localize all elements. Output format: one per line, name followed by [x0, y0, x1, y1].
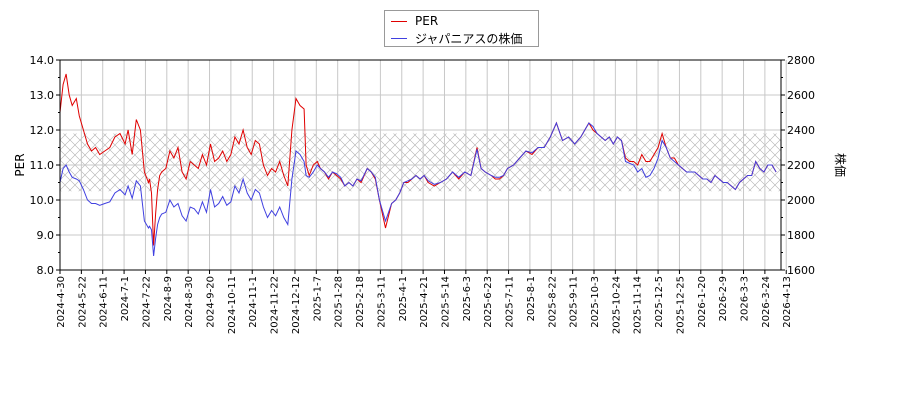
- svg-text:2025-1-7: 2025-1-7: [312, 276, 323, 321]
- chart-legend: PER ジャパニアスの株価: [384, 10, 539, 47]
- svg-text:10.0: 10.0: [30, 194, 55, 207]
- svg-text:2025-11-14: 2025-11-14: [633, 276, 644, 334]
- svg-text:2024-9-20: 2024-9-20: [206, 276, 217, 328]
- svg-text:2024-8-30: 2024-8-30: [184, 276, 195, 328]
- svg-text:2026-1-20: 2026-1-20: [697, 276, 708, 328]
- svg-text:2000: 2000: [787, 194, 815, 207]
- svg-text:8.0: 8.0: [37, 264, 55, 277]
- svg-text:2025-12-5: 2025-12-5: [654, 276, 665, 328]
- svg-text:1600: 1600: [787, 264, 815, 277]
- svg-text:9.0: 9.0: [37, 229, 55, 242]
- svg-text:2024-7-1: 2024-7-1: [120, 276, 131, 321]
- svg-text:2026-3-3: 2026-3-3: [740, 276, 751, 321]
- svg-text:2026-4-13: 2026-4-13: [782, 276, 793, 328]
- legend-item-per: PER: [391, 13, 438, 29]
- svg-text:2024-7-22: 2024-7-22: [141, 276, 152, 328]
- svg-text:2026-2-9: 2026-2-9: [718, 276, 729, 321]
- svg-text:2025-12-25: 2025-12-25: [675, 276, 686, 334]
- svg-text:2024-6-11: 2024-6-11: [99, 276, 110, 328]
- svg-text:2024-8-9: 2024-8-9: [163, 276, 174, 321]
- svg-text:2025-5-14: 2025-5-14: [440, 276, 451, 328]
- svg-text:2025-8-22: 2025-8-22: [547, 276, 558, 328]
- svg-text:11.0: 11.0: [30, 159, 55, 172]
- svg-text:1800: 1800: [787, 229, 815, 242]
- svg-text:13.0: 13.0: [30, 89, 55, 102]
- svg-text:2025-4-1: 2025-4-1: [398, 276, 409, 321]
- svg-text:2024-4-30: 2024-4-30: [56, 276, 67, 328]
- svg-text:14.0: 14.0: [30, 54, 55, 67]
- legend-label-per: PER: [415, 14, 439, 28]
- svg-text:2024-11-22: 2024-11-22: [270, 276, 281, 334]
- svg-text:2025-1-28: 2025-1-28: [334, 276, 345, 328]
- svg-text:2600: 2600: [787, 89, 815, 102]
- grid-lines: [60, 60, 787, 270]
- svg-text:2024-12-12: 2024-12-12: [291, 276, 302, 334]
- svg-text:2400: 2400: [787, 124, 815, 137]
- svg-text:2025-6-3: 2025-6-3: [462, 276, 473, 321]
- series-line: [60, 121, 777, 257]
- data-series: [60, 73, 777, 257]
- svg-text:2025-8-1: 2025-8-1: [526, 276, 537, 321]
- svg-text:2025-7-11: 2025-7-11: [505, 276, 516, 328]
- svg-text:2800: 2800: [787, 54, 815, 67]
- svg-text:12.0: 12.0: [30, 124, 55, 137]
- svg-text:2025-2-18: 2025-2-18: [355, 276, 366, 328]
- x-axis: 2024-4-30 2024-5-22 2024-6-11 2024-7-1 2024-…: [56, 270, 793, 334]
- legend-swatch-red: [391, 20, 407, 22]
- svg-text:2025-6-23: 2025-6-23: [483, 276, 494, 328]
- legend-label-stock-price: ジャパニアスの株価: [415, 31, 523, 46]
- legend-swatch-blue: [391, 37, 407, 39]
- svg-text:2025-3-11: 2025-3-11: [376, 276, 387, 328]
- svg-text:2026-3-24: 2026-3-24: [761, 276, 772, 328]
- svg-text:2024-5-22: 2024-5-22: [77, 276, 88, 328]
- svg-text:2024-11-1: 2024-11-1: [248, 276, 259, 328]
- left-axis-label: PER: [13, 153, 27, 176]
- right-axis-label: 株価: [833, 153, 848, 177]
- svg-text:2025-10-3: 2025-10-3: [590, 276, 601, 328]
- svg-text:2024-10-11: 2024-10-11: [227, 276, 238, 334]
- svg-text:2025-10-24: 2025-10-24: [611, 276, 622, 334]
- svg-text:2025-9-11: 2025-9-11: [569, 276, 580, 328]
- legend-item-stock-price: ジャパニアスの株価: [391, 30, 522, 46]
- per-range-band: [60, 133, 781, 192]
- left-y-axis: 14.0 13.0 12.0 11.0 10.0 9.0 8.0: [30, 54, 60, 277]
- svg-text:2200: 2200: [787, 159, 815, 172]
- svg-text:2025-4-21: 2025-4-21: [419, 276, 430, 328]
- right-y-axis: 2800 2600 2400 2200 2000 1800 1600: [781, 54, 815, 277]
- series-line: [60, 73, 777, 246]
